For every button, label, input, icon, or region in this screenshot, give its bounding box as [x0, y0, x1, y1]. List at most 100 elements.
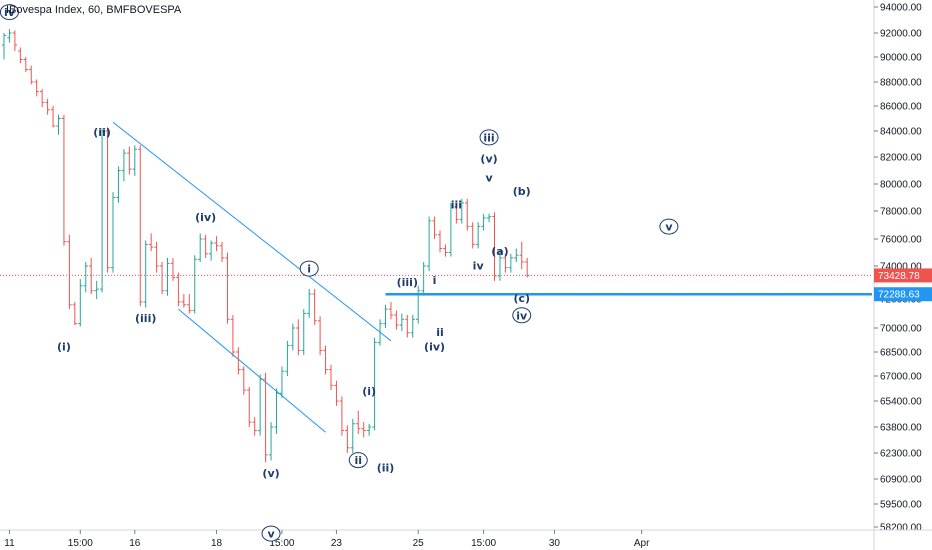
wave-label[interactable]: (iii)	[397, 276, 418, 289]
candle[interactable]	[508, 253, 514, 273]
candle[interactable]	[410, 314, 415, 338]
candle[interactable]	[394, 310, 399, 330]
candle[interactable]	[274, 388, 279, 434]
candle[interactable]	[72, 301, 78, 326]
candle[interactable]	[236, 347, 241, 375]
candle[interactable]	[312, 289, 317, 326]
candle[interactable]	[459, 198, 464, 224]
candle[interactable]	[497, 249, 503, 281]
wave-label[interactable]: ii	[436, 326, 444, 339]
wave-label[interactable]: (iii)	[135, 312, 156, 325]
candle[interactable]	[486, 213, 492, 223]
candle[interactable]	[105, 127, 110, 273]
candle[interactable]	[187, 294, 192, 314]
candle[interactable]	[50, 106, 56, 128]
candle[interactable]	[432, 216, 437, 239]
wave-label[interactable]: (iv)	[424, 340, 445, 353]
candle[interactable]	[94, 280, 99, 299]
wave-label[interactable]: (ii)	[377, 462, 395, 475]
candle[interactable]	[132, 145, 137, 176]
candle[interactable]	[388, 301, 394, 320]
candle[interactable]	[475, 222, 481, 249]
candle[interactable]	[405, 314, 410, 338]
candle[interactable]	[426, 216, 432, 271]
candle[interactable]	[339, 396, 345, 436]
candle[interactable]	[356, 410, 361, 434]
candle[interactable]	[350, 418, 355, 453]
candle[interactable]	[159, 261, 165, 295]
candle[interactable]	[110, 192, 116, 273]
circled-wave-label[interactable]: iii	[479, 129, 499, 146]
candle[interactable]	[345, 425, 350, 453]
candle[interactable]	[99, 128, 105, 293]
candle[interactable]	[143, 240, 148, 308]
circled-wave-label[interactable]: v	[261, 525, 281, 542]
candle[interactable]	[470, 222, 475, 249]
candle[interactable]	[421, 261, 426, 296]
candle[interactable]	[45, 98, 50, 115]
candle[interactable]	[121, 149, 127, 182]
candle[interactable]	[399, 313, 405, 332]
candle[interactable]	[170, 257, 176, 281]
candle[interactable]	[454, 202, 459, 224]
candle[interactable]	[1, 33, 7, 60]
wave-label[interactable]: v	[485, 171, 493, 184]
candle[interactable]	[366, 423, 372, 436]
candle[interactable]	[279, 366, 285, 398]
candle[interactable]	[257, 374, 263, 436]
candle[interactable]	[214, 236, 219, 252]
candle[interactable]	[34, 79, 39, 97]
last-price-tag[interactable]: 73428.78	[874, 268, 932, 283]
candle[interactable]	[503, 253, 508, 273]
candle[interactable]	[247, 386, 252, 427]
candle[interactable]	[83, 261, 88, 293]
candle[interactable]	[525, 257, 530, 278]
candle[interactable]	[448, 202, 454, 257]
candle[interactable]	[416, 285, 421, 324]
wave-label[interactable]: i	[433, 274, 437, 287]
wave-label[interactable]: (a)	[491, 245, 508, 258]
candle[interactable]	[323, 345, 328, 375]
wave-label[interactable]: (iv)	[195, 211, 216, 224]
candle[interactable]	[481, 213, 486, 231]
wave-label[interactable]: iv	[473, 259, 485, 272]
candle[interactable]	[181, 294, 187, 308]
candle[interactable]	[443, 244, 448, 257]
candle[interactable]	[263, 372, 268, 463]
candle[interactable]	[176, 272, 181, 307]
candle[interactable]	[29, 65, 34, 85]
candle[interactable]	[56, 114, 61, 135]
wave-label[interactable]: iii	[451, 198, 462, 211]
candle[interactable]	[492, 212, 497, 281]
lower-trendline[interactable]	[178, 308, 326, 433]
level-price-tag[interactable]: 72288.63	[874, 287, 932, 302]
candle[interactable]	[285, 340, 290, 376]
candle[interactable]	[296, 319, 301, 356]
candle[interactable]	[241, 366, 246, 395]
candle[interactable]	[23, 57, 28, 72]
candle[interactable]	[18, 47, 23, 64]
wave-label[interactable]: (ii)	[93, 126, 111, 139]
candle[interactable]	[437, 230, 443, 253]
circled-wave-label[interactable]: ii	[348, 452, 368, 469]
circled-wave-label[interactable]: iv	[512, 307, 532, 324]
candle[interactable]	[361, 422, 366, 438]
wave-label[interactable]: (i)	[362, 385, 376, 398]
candle[interactable]	[383, 304, 388, 328]
candle[interactable]	[148, 233, 154, 252]
candle[interactable]	[208, 240, 214, 261]
candle[interactable]	[198, 233, 203, 262]
circled-wave-label[interactable]: i	[299, 260, 319, 277]
wave-label[interactable]: (c)	[513, 292, 530, 305]
candle[interactable]	[465, 198, 470, 231]
candle[interactable]	[192, 255, 197, 314]
candle[interactable]	[268, 422, 274, 461]
candle[interactable]	[219, 241, 225, 262]
candle[interactable]	[39, 89, 45, 108]
candle[interactable]	[12, 30, 18, 51]
wave-label[interactable]: (v)	[262, 467, 279, 480]
candle[interactable]	[307, 289, 312, 318]
candle[interactable]	[89, 257, 94, 295]
